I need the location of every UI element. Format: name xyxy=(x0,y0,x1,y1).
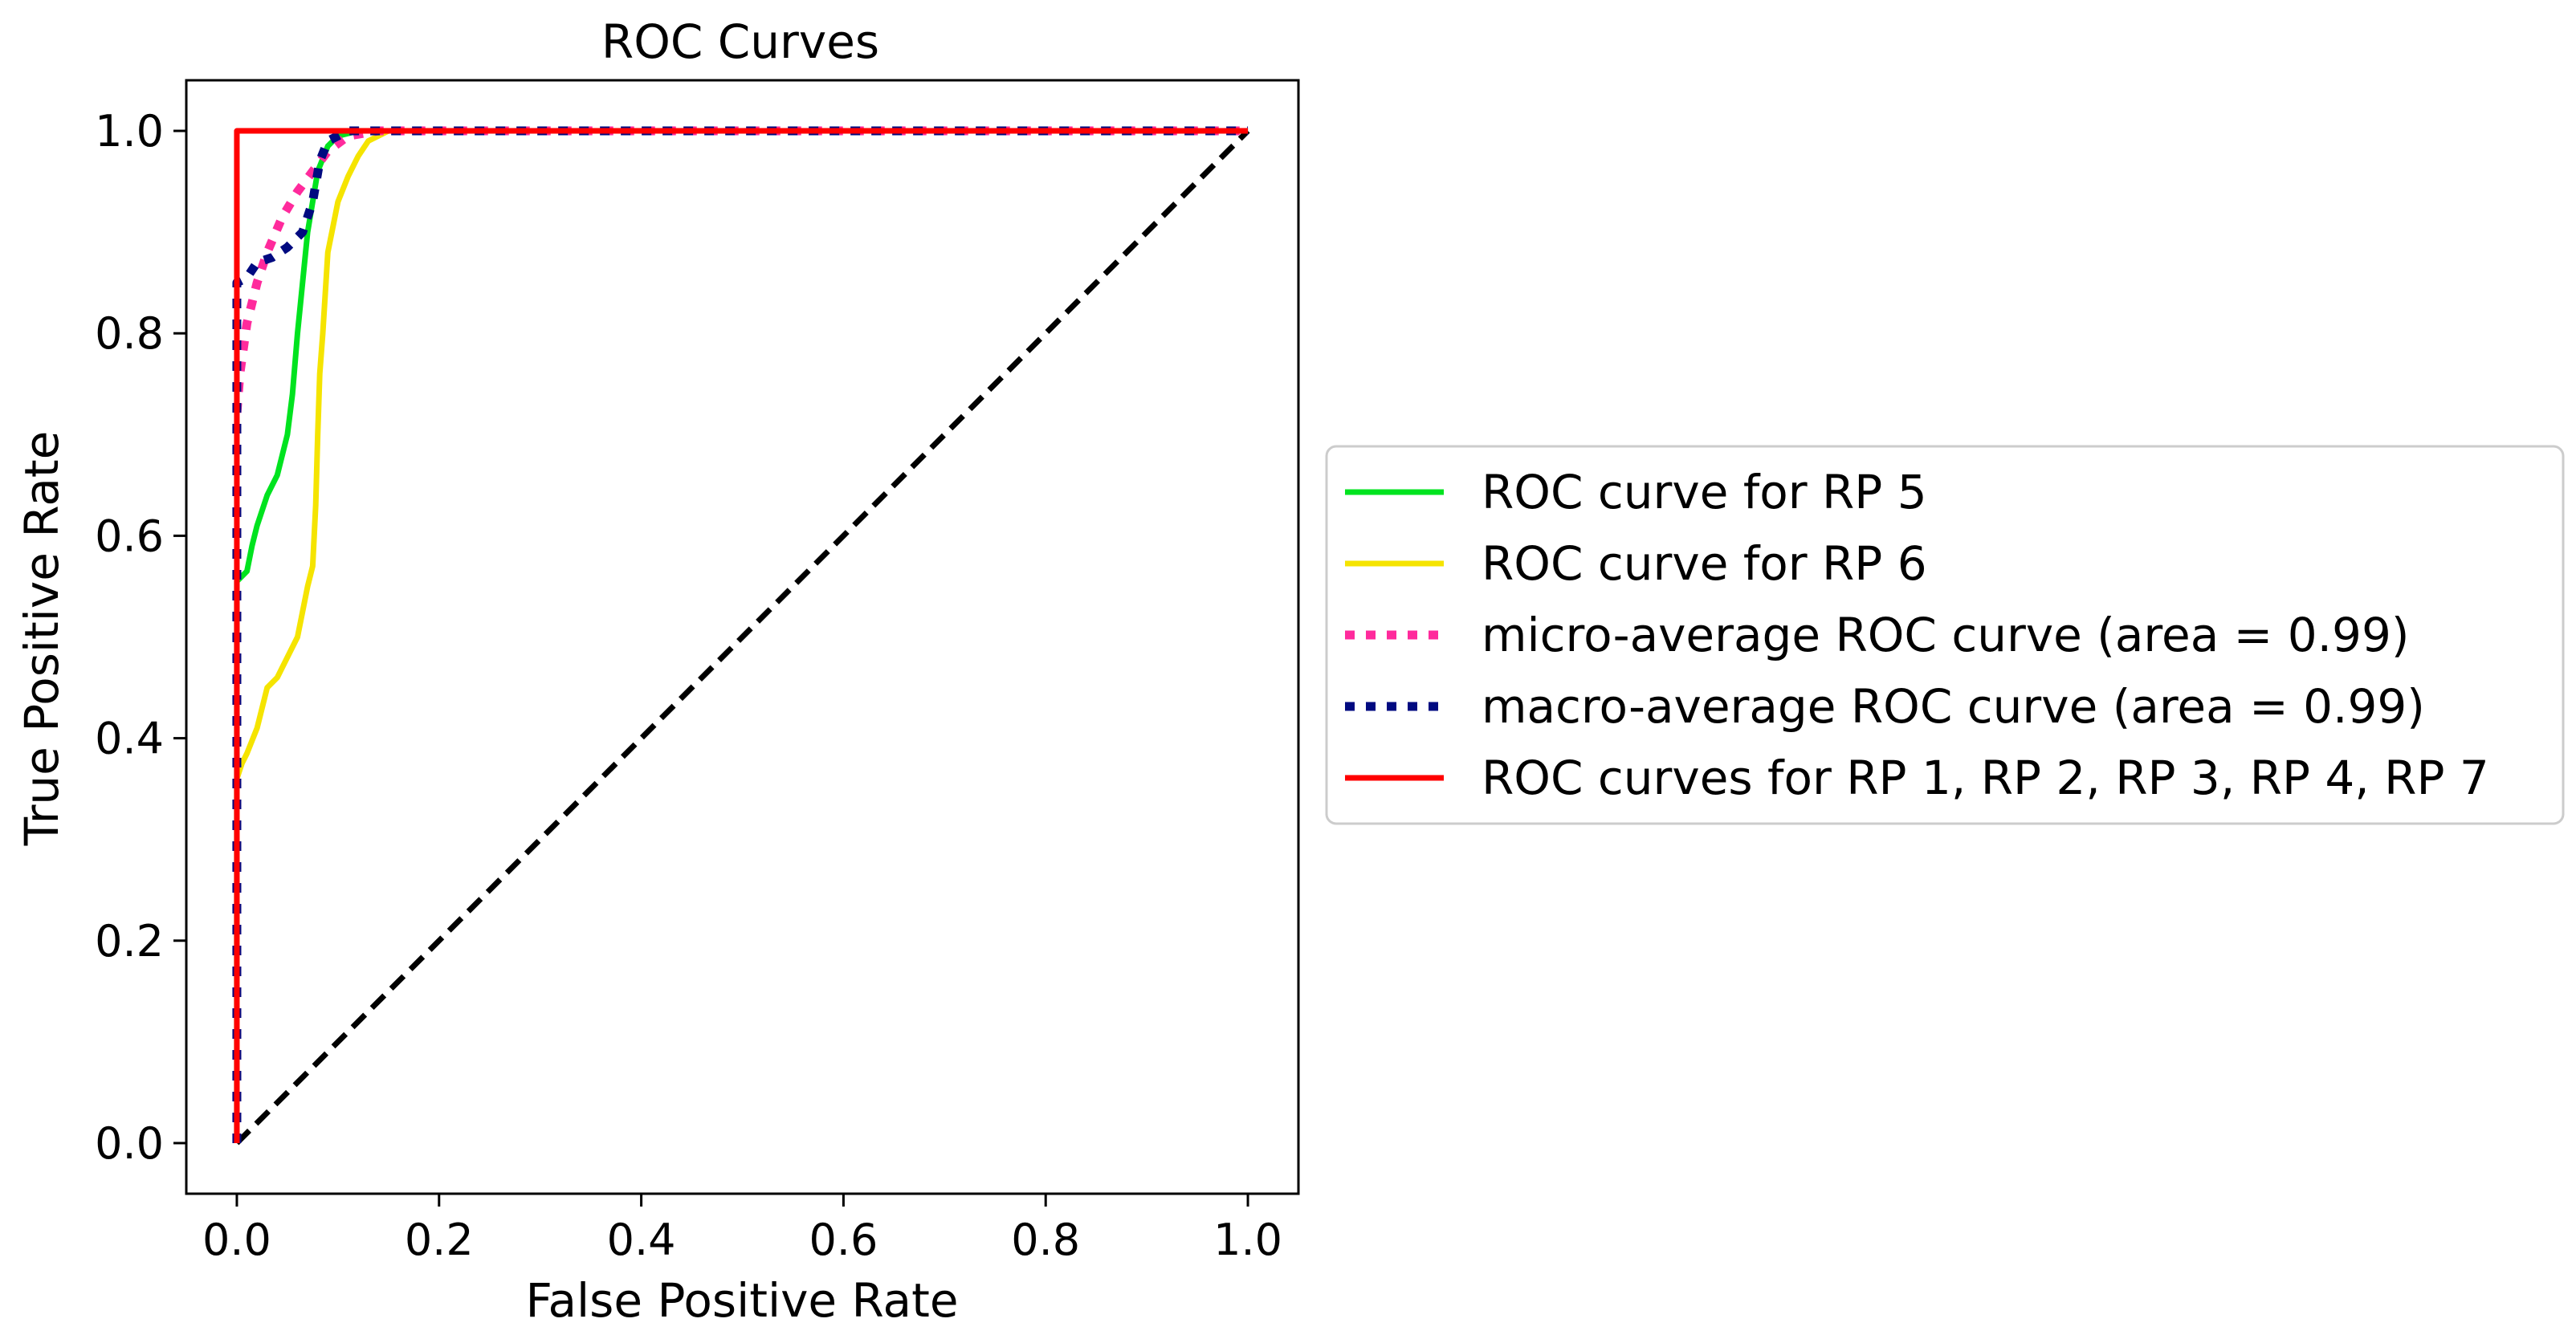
y-tick-label: 0.8 xyxy=(95,308,164,359)
y-axis-label: True Positive Rate xyxy=(14,431,69,847)
series-line-roc-curve-for-rp-5 xyxy=(234,128,1249,1143)
x-axis-label: False Positive Rate xyxy=(525,1273,958,1328)
y-tick-label: 0.2 xyxy=(95,916,164,967)
legend-label: micro-average ROC curve (area = 0.99) xyxy=(1482,608,2409,662)
y-tick-label: 0.0 xyxy=(95,1118,164,1169)
series-line-macro-average-roc-curve-area-0-99 xyxy=(232,126,1249,1143)
legend-entry-roc-curve-for-rp-5: ROC curve for RP 5 xyxy=(1345,465,1927,519)
x-tick-label: 1.0 xyxy=(1213,1215,1282,1265)
y-tick-label: 0.6 xyxy=(95,511,164,561)
x-tick-label: 0.8 xyxy=(1011,1215,1080,1265)
legend-label: ROC curves for RP 1, RP 2, RP 3, RP 4, R… xyxy=(1482,751,2489,805)
series-line-roc-curves-for-rp-1-rp-2-rp-3-rp-4-rp-7 xyxy=(234,128,1249,1143)
legend-label: ROC curve for RP 5 xyxy=(1482,465,1927,519)
series-layer xyxy=(232,126,1250,1146)
legend-label: ROC curve for RP 6 xyxy=(1482,536,1927,591)
plot-area xyxy=(185,79,1300,1195)
legend: ROC curve for RP 5 ROC curve for RP 6 micr… xyxy=(1325,445,2565,825)
legend-entry-macro-average-roc-curve-area-0-99: macro-average ROC curve (area = 0.99) xyxy=(1345,679,2425,734)
legend-entry-roc-curve-for-rp-6: ROC curve for RP 6 xyxy=(1345,536,1927,591)
y-tick-label: 0.4 xyxy=(95,714,164,764)
chart-title: ROC Curves xyxy=(601,14,879,69)
legend-entry-roc-curves-for-rp-1-rp-2-rp-3-rp-4-rp-7: ROC curves for RP 1, RP 2, RP 3, RP 4, R… xyxy=(1345,751,2489,805)
x-tick-label: 0.2 xyxy=(405,1215,474,1265)
legend-items: ROC curve for RP 5 ROC curve for RP 6 micr… xyxy=(1345,465,2489,805)
y-axis-ticks: 0.0 0.2 0.4 0.6 0.8 1.0 xyxy=(95,106,186,1169)
x-tick-label: 0.4 xyxy=(607,1215,676,1265)
x-axis-ticks: 0.0 0.2 0.4 0.6 0.8 1.0 xyxy=(202,1194,1282,1265)
legend-label: macro-average ROC curve (area = 0.99) xyxy=(1482,679,2425,734)
legend-entry-micro-average-roc-curve-area-0-99: micro-average ROC curve (area = 0.99) xyxy=(1345,608,2409,662)
legend-frame xyxy=(1325,445,2565,825)
series-line-roc-curve-for-rp-6 xyxy=(234,128,1249,1143)
x-tick-label: 0.0 xyxy=(202,1215,271,1265)
y-tick-label: 1.0 xyxy=(95,106,164,157)
reference-line-chance xyxy=(234,128,1250,1146)
x-tick-label: 0.6 xyxy=(809,1215,878,1265)
